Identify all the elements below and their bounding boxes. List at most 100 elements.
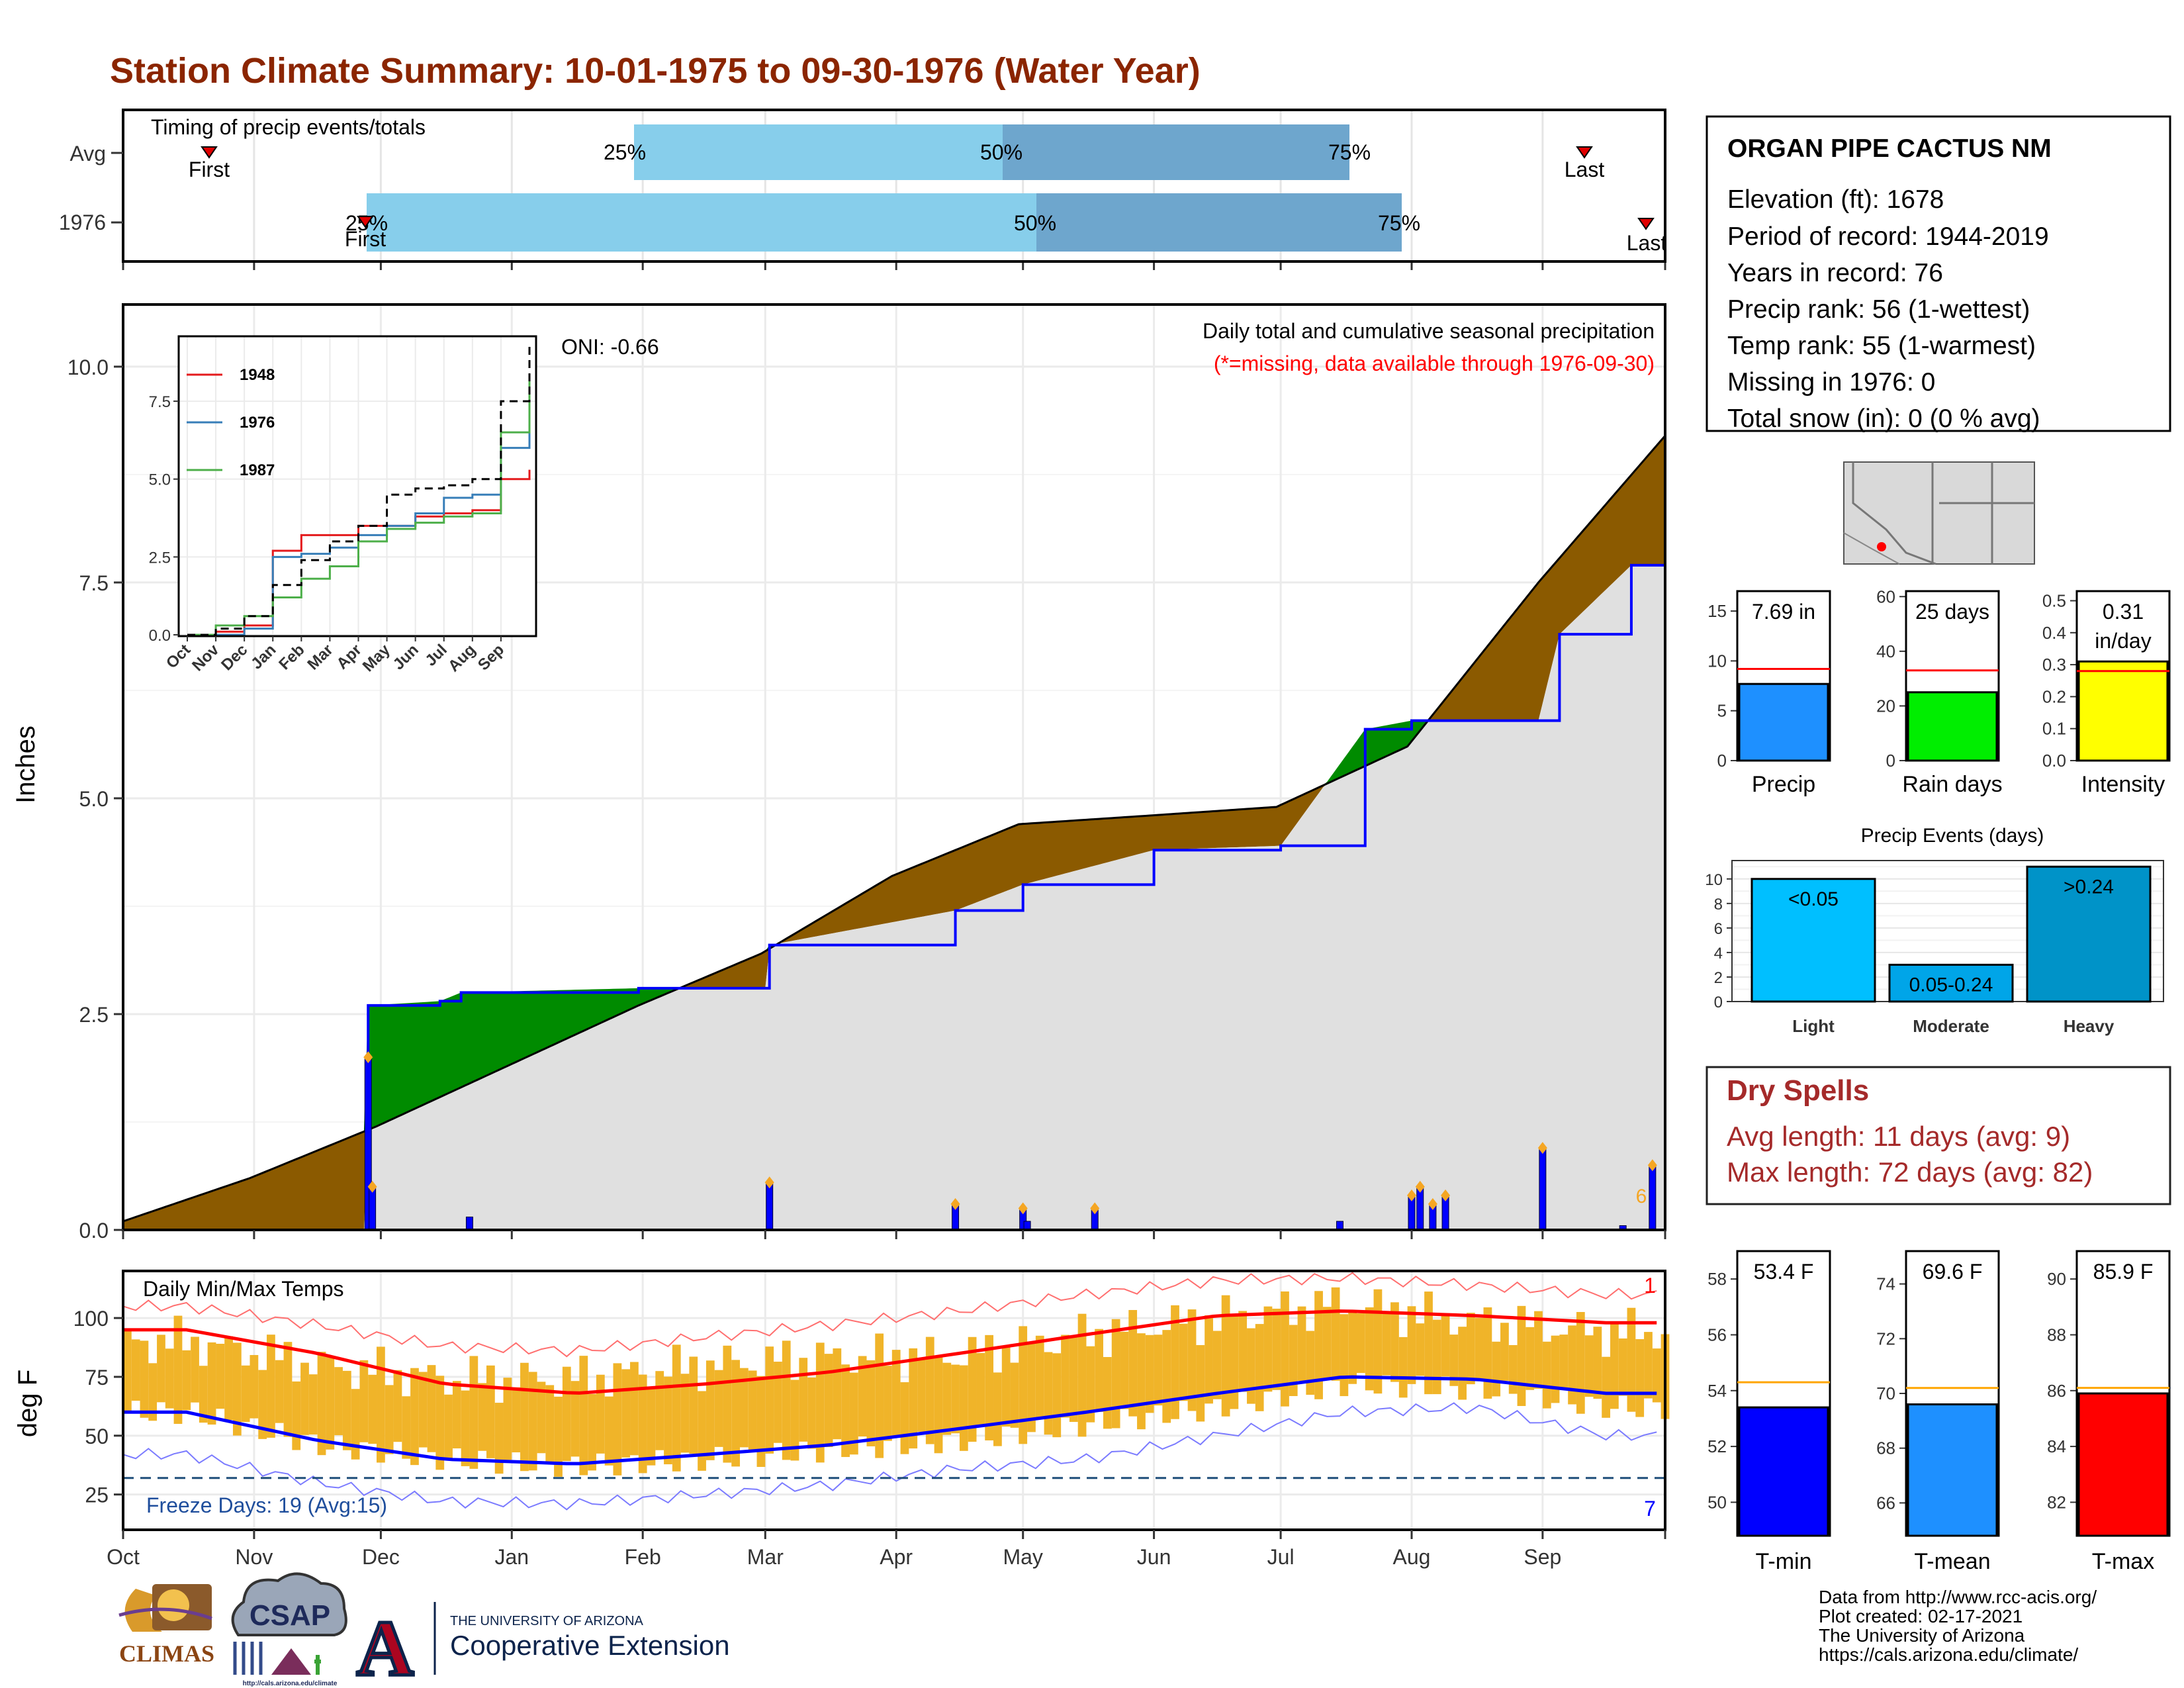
- temp-chart: 25 50 75 100 Oct Nov Dec Jan Feb Mar Apr May Jun Jul A…: [13, 1270, 1670, 1569]
- record-high-count: 1: [1644, 1274, 1656, 1297]
- daily-temp-bar: [1095, 1329, 1103, 1412]
- inset-legend-label: 1948: [240, 366, 275, 384]
- precip-ylabel: Inches: [11, 726, 40, 804]
- daily-temp-bar: [588, 1393, 596, 1471]
- y1976-q50-label: 50%: [1014, 211, 1056, 235]
- surplus-area: [123, 436, 1665, 1221]
- daily-temp-bar: [1230, 1316, 1239, 1409]
- csap-url-text: http://cals.arizona.edu/climate: [243, 1680, 338, 1687]
- daily-temp-bar: [317, 1352, 326, 1456]
- daily-temp-bar: [368, 1374, 377, 1444]
- daily-precip-marker: [1537, 1142, 1547, 1154]
- y1976-first-marker-icon: [357, 216, 374, 228]
- mini-bar-precip: [1738, 682, 1829, 762]
- mini-ytick-label: 0.2: [2042, 686, 2066, 706]
- record-min-line: [122, 1402, 1657, 1511]
- ua-a-mark: A: [357, 1604, 414, 1688]
- timing-label: Timing of precip events/totals: [151, 115, 426, 139]
- inset-legend-label: 1976: [240, 414, 275, 432]
- daily-temp-bar: [342, 1370, 351, 1450]
- daily-temp-bar: [1610, 1322, 1619, 1409]
- mini-ytick-label: 0.0: [2042, 751, 2066, 771]
- daily-precip-marker: [1406, 1189, 1416, 1201]
- avg-q75-label: 75%: [1328, 140, 1371, 164]
- daily-temp-bar: [461, 1390, 470, 1466]
- temp-xtick-label: May: [1003, 1545, 1042, 1569]
- avg-q50-label: 50%: [980, 140, 1023, 164]
- daily-precip-bar: [766, 1182, 774, 1231]
- station-name: ORGAN PIPE CACTUS NM: [1727, 134, 2052, 163]
- mini-category-label: T-mean: [1914, 1549, 1990, 1574]
- daily-temp-bar: [478, 1383, 486, 1451]
- daily-temp-bar: [790, 1380, 799, 1461]
- daily-temp-bar: [1145, 1335, 1154, 1413]
- daily-precip-marker: [367, 1180, 377, 1193]
- precip-corner-mark: 6: [1636, 1186, 1647, 1207]
- daily-temp-bar: [1205, 1315, 1213, 1404]
- daily-temp-bar: [570, 1381, 580, 1457]
- daily-temp-bar: [756, 1376, 766, 1468]
- daily-precip-bar: [369, 1186, 377, 1231]
- station-snow: Total snow (in): 0 (0 % avg): [1727, 404, 2040, 433]
- daily-temp-bar: [191, 1336, 199, 1403]
- oni-label: ONI: -0.66: [561, 335, 659, 359]
- daily-temp-bar: [1644, 1332, 1653, 1399]
- timing-panel: Timing of precip events/totals Avg 1976 …: [59, 109, 1666, 270]
- ua-small-text: THE UNIVERSITY OF ARIZONA: [450, 1614, 644, 1628]
- events-ytick-label: 8: [1714, 896, 1723, 914]
- daily-temp-bar: [774, 1362, 782, 1443]
- daily-temp-bar: [807, 1378, 816, 1449]
- daily-temp-bar: [528, 1372, 537, 1471]
- mini-bar-t-mean: [1907, 1403, 1998, 1537]
- temp-xtick-label: Dec: [362, 1545, 400, 1569]
- mini-category-label: T-max: [2092, 1549, 2154, 1574]
- daily-temp-bar: [689, 1356, 698, 1454]
- footer-line-2: Plot created: 02-17-2021: [1819, 1606, 2023, 1626]
- station-precip-rank: Precip rank: 56 (1-wettest): [1727, 295, 2030, 324]
- precip-chart-frame: [122, 303, 1666, 1231]
- temp-summary-panels: 50 52 54 56 58 53.4 F T-min 66 68 70 72 74 69.6 F T-m…: [1707, 1250, 2171, 1574]
- ua-big-text: Cooperative Extension: [450, 1630, 730, 1661]
- daily-temp-bar: [1120, 1331, 1129, 1409]
- daily-temp-bar: [1162, 1330, 1171, 1423]
- station-info-box: ORGAN PIPE CACTUS NM Elevation (ft): 167…: [1706, 115, 2171, 433]
- daily-temp-bar: [216, 1343, 225, 1409]
- events-bar-moderate: [1888, 963, 2014, 1003]
- precip-events-chart: Precip Events (days) 0 2 4 6 8 10 <0.05 Light 0.…: [1705, 825, 2164, 1036]
- events-bar-label: >0.24: [2064, 876, 2114, 898]
- temp-xtick-label: Jun: [1137, 1545, 1171, 1569]
- daily-temp-bar: [182, 1350, 191, 1411]
- daily-temp-bar: [452, 1381, 461, 1449]
- daily-temp-bar: [917, 1359, 926, 1432]
- mini-category-label: T-min: [1756, 1549, 1812, 1574]
- daily-precip-bar: [1649, 1164, 1657, 1231]
- daily-temp-bar: [1340, 1314, 1349, 1397]
- precip-missing-note: (*=missing, data available through 1976-…: [1214, 352, 1655, 375]
- csap-logo-text: CSAP: [250, 1599, 330, 1632]
- daily-temp-bar: [714, 1370, 723, 1447]
- inset-xtick-label: Mar: [304, 641, 336, 673]
- daily-temp-bar: [258, 1370, 267, 1439]
- mini-bar-t-min: [1738, 1406, 1829, 1537]
- daily-precip-marker: [764, 1176, 774, 1189]
- daily-temp-bar: [630, 1362, 639, 1456]
- daily-temp-bar: [1086, 1346, 1095, 1423]
- inset-legend-label: 1987: [240, 461, 275, 479]
- daily-temp-bar: [494, 1403, 504, 1474]
- daily-temp-bar: [1331, 1287, 1340, 1381]
- temp-chart-frame: [122, 1270, 1666, 1531]
- daily-temp-bar: [884, 1366, 892, 1441]
- daily-temp-bar: [1602, 1356, 1611, 1418]
- daily-temp-bar: [1061, 1335, 1069, 1418]
- daily-temp-bar: [765, 1346, 774, 1454]
- daily-temp-bar: [664, 1376, 672, 1465]
- temp-xtick-label: Jul: [1267, 1545, 1295, 1569]
- mini-ytick-label: 20: [1876, 696, 1895, 716]
- inset-xtick-label: Sep: [475, 641, 508, 674]
- mini-value-label: 69.6 F: [1923, 1260, 1983, 1284]
- daily-temp-bar: [1154, 1335, 1163, 1406]
- daily-temp-bar: [1441, 1315, 1450, 1377]
- mini-ytick-label: 84: [2047, 1436, 2066, 1456]
- daily-temp-bar: [250, 1354, 259, 1419]
- inset-ytick-label: 5.0: [149, 471, 171, 489]
